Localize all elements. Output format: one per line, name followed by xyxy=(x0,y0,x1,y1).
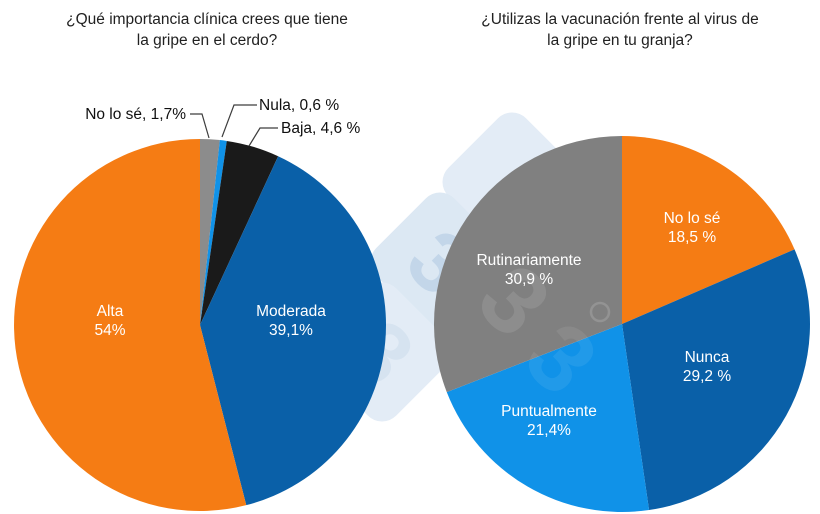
right-chart-title-line2: la gripe en tu granja? xyxy=(547,32,693,49)
pie-slice-moderada xyxy=(200,156,387,506)
slice-name: No lo sé xyxy=(663,210,721,227)
left-chart-title: ¿Qué importancia clínica crees que tiene… xyxy=(47,9,367,51)
callout-label-nula: Nula, 0,6 % xyxy=(259,97,340,114)
pie-slice-baja xyxy=(200,140,279,325)
slice-name: Rutinariamente xyxy=(476,252,582,269)
pie-chart-clinical-importance xyxy=(14,139,387,511)
slice-name: Puntualmente xyxy=(501,403,597,420)
leader-line-no-lo-se xyxy=(190,113,210,139)
slice-value: 39,1% xyxy=(269,322,313,339)
slice-value: 29,2 % xyxy=(682,368,732,385)
pie-slice-nula xyxy=(200,140,227,325)
right-chart-title: ¿Utilizas la vacunación frente al virus … xyxy=(460,9,780,51)
slice-value: 18,5 % xyxy=(667,229,717,246)
slice-name: Nunca xyxy=(684,349,730,366)
leader-line-baja xyxy=(248,127,278,147)
slice-name: Alta xyxy=(96,303,124,320)
slice-label-no-lo-se-right: No lo sé 18,5 % xyxy=(632,209,752,247)
slice-value: 54% xyxy=(94,322,126,339)
right-chart-title-line1: ¿Utilizas la vacunación frente al virus … xyxy=(481,11,759,28)
slice-name: Moderada xyxy=(256,303,326,320)
pie-slice-rutinariamente xyxy=(433,136,622,393)
pie-slice-puntualmente xyxy=(446,324,650,512)
slice-label-nunca: Nunca 29,2 % xyxy=(647,348,767,386)
pie-slice-alta xyxy=(14,139,247,511)
pie-slice-no-lo-s- xyxy=(622,136,795,324)
pie-slice-no-lo-s- xyxy=(200,139,220,325)
slice-label-rutinariamente: Rutinariamente 30,9 % xyxy=(459,251,599,289)
slice-value: 21,4% xyxy=(527,422,571,439)
slice-label-moderada: Moderada 39,1% xyxy=(231,302,351,340)
slice-label-alta: Alta 54% xyxy=(50,302,170,340)
left-chart-title-line2: la gripe en el cerdo? xyxy=(136,32,278,49)
callout-label-no-lo-se: No lo sé, 1,7% xyxy=(85,106,186,123)
pie-chart-vaccination-use xyxy=(433,136,811,512)
left-chart-title-line1: ¿Qué importancia clínica crees que tiene xyxy=(66,11,348,28)
leader-lines xyxy=(190,104,278,147)
watermark-ghost-ring xyxy=(589,301,611,323)
slice-value: 30,9 % xyxy=(504,271,554,288)
pie-slice-nunca xyxy=(622,249,811,511)
slice-label-puntualmente: Puntualmente 21,4% xyxy=(484,402,614,440)
callout-label-baja: Baja, 4,6 % xyxy=(281,120,361,137)
leader-line-nula xyxy=(221,104,257,138)
